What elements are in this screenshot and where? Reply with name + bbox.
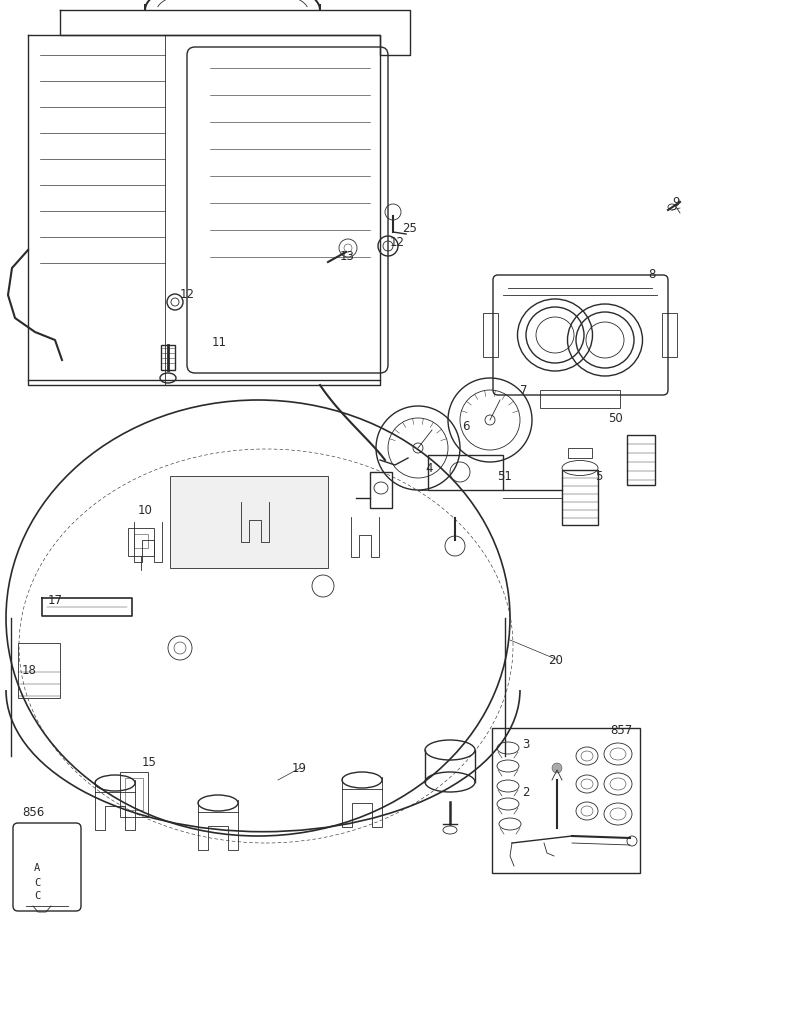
Text: C: C (34, 891, 40, 901)
Bar (483, 313, 498, 357)
Text: 13: 13 (340, 250, 355, 262)
Bar (125, 778, 143, 810)
Text: 20: 20 (548, 653, 563, 667)
Bar (18, 643, 60, 698)
Bar (120, 772, 148, 817)
Bar (170, 476, 328, 568)
Text: 5: 5 (595, 469, 603, 482)
Text: 10: 10 (138, 504, 153, 516)
Text: 9: 9 (672, 197, 679, 210)
Text: 4: 4 (425, 462, 433, 474)
Bar (428, 455, 503, 490)
Text: A: A (34, 863, 40, 873)
Text: 18: 18 (22, 664, 37, 677)
Text: 8: 8 (648, 268, 656, 282)
Bar (540, 390, 620, 408)
Bar (568, 449, 592, 458)
Bar (492, 728, 640, 873)
Text: 2: 2 (522, 786, 529, 800)
Text: 25: 25 (402, 221, 417, 234)
Text: 7: 7 (520, 384, 528, 396)
Text: 12: 12 (390, 236, 405, 249)
Text: 19: 19 (292, 762, 307, 774)
Text: 12: 12 (180, 289, 195, 301)
Text: 51: 51 (497, 469, 512, 482)
Bar (370, 472, 392, 508)
Text: 856: 856 (22, 806, 44, 818)
Bar (662, 313, 677, 357)
Text: 6: 6 (462, 420, 470, 432)
Text: 17: 17 (48, 594, 63, 606)
Bar (134, 534, 148, 548)
Bar (627, 435, 655, 485)
Text: 3: 3 (522, 738, 529, 752)
Text: C: C (34, 878, 40, 888)
Text: 11: 11 (212, 336, 227, 348)
Text: 50: 50 (608, 412, 623, 425)
Circle shape (552, 763, 562, 773)
Bar (128, 528, 154, 556)
Text: 857: 857 (610, 724, 632, 736)
Text: 15: 15 (142, 756, 157, 768)
Bar (161, 345, 175, 370)
Bar (562, 470, 598, 525)
